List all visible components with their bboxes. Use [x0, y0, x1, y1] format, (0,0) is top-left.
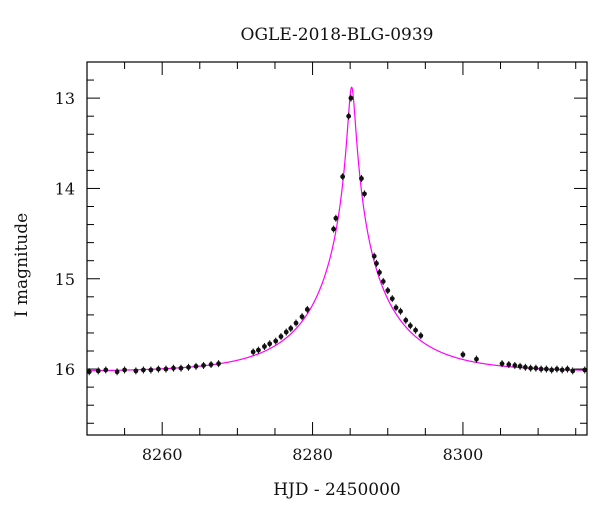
y-tick-label: 16 [55, 360, 75, 379]
data-point [163, 366, 169, 372]
data-point [418, 333, 424, 339]
data-point [333, 215, 339, 221]
data-point [140, 367, 146, 373]
data-point [156, 366, 161, 372]
data-point [348, 95, 354, 101]
x-axis-label: HJD - 2450000 [273, 480, 401, 500]
data-point [398, 308, 403, 314]
data-point [528, 365, 534, 371]
x-tick-label: 8300 [443, 445, 484, 464]
data-point [340, 174, 346, 180]
data-point [517, 363, 523, 369]
data-point [95, 368, 101, 374]
data-point [359, 176, 364, 181]
data-point [267, 341, 273, 347]
plot-area [86, 86, 588, 376]
data-point [506, 362, 512, 367]
data-point [178, 365, 184, 371]
data-point [543, 366, 549, 372]
y-tick-label: 15 [55, 270, 75, 289]
data-point [216, 361, 221, 367]
data-point [512, 363, 518, 368]
data-point [201, 363, 206, 368]
data-point [299, 314, 305, 320]
data-point [273, 338, 279, 344]
data-point [103, 367, 109, 373]
data-point [256, 347, 261, 353]
data-point [250, 349, 256, 355]
chart-title: OGLE-2018-BLG-0939 [241, 25, 434, 45]
data-point [148, 367, 154, 373]
data-point [283, 329, 289, 335]
data-point [133, 368, 139, 374]
data-point [393, 305, 399, 311]
data-point [549, 367, 555, 373]
data-point [413, 327, 418, 333]
y-tick-label: 14 [55, 179, 75, 198]
data-point [533, 365, 539, 371]
data-point [570, 368, 576, 374]
data-point [114, 369, 120, 375]
data-point [346, 113, 352, 119]
plot-frame [86, 61, 588, 436]
data-point [371, 253, 377, 259]
data-point [122, 367, 127, 373]
data-point [389, 296, 395, 302]
data-point [554, 366, 560, 372]
data-point [538, 366, 544, 372]
model-curve [86, 86, 588, 372]
data-point [208, 362, 214, 367]
data-point [193, 363, 199, 369]
y-tick-label: 13 [55, 89, 75, 108]
data-point [407, 323, 413, 329]
data-point [186, 364, 191, 370]
data-point [304, 307, 310, 312]
data-point [374, 261, 379, 266]
data-point [362, 191, 367, 197]
x-tick-label: 8260 [142, 445, 183, 464]
data-point [262, 344, 267, 349]
x-ticks: 8260 8280 8300 [86, 62, 577, 464]
data-point [380, 279, 386, 284]
data-point [288, 326, 294, 331]
data-point [474, 356, 479, 362]
data-point [293, 320, 299, 326]
data-point [86, 369, 92, 375]
x-tick-label: 8280 [292, 445, 333, 464]
data-point [559, 367, 565, 373]
data-point [377, 270, 382, 275]
data-point [582, 367, 588, 373]
data-point [565, 366, 570, 372]
data-point [171, 365, 176, 371]
data-point [460, 352, 466, 358]
data-point [499, 361, 505, 367]
data-point [522, 364, 528, 370]
data-point [403, 317, 409, 323]
data-point [278, 334, 284, 339]
data-points [86, 94, 588, 376]
data-point [331, 226, 337, 232]
y-ticks: 13 14 15 16 [55, 61, 587, 424]
data-point [385, 288, 391, 293]
y-axis-label: I magnitude [12, 213, 32, 317]
